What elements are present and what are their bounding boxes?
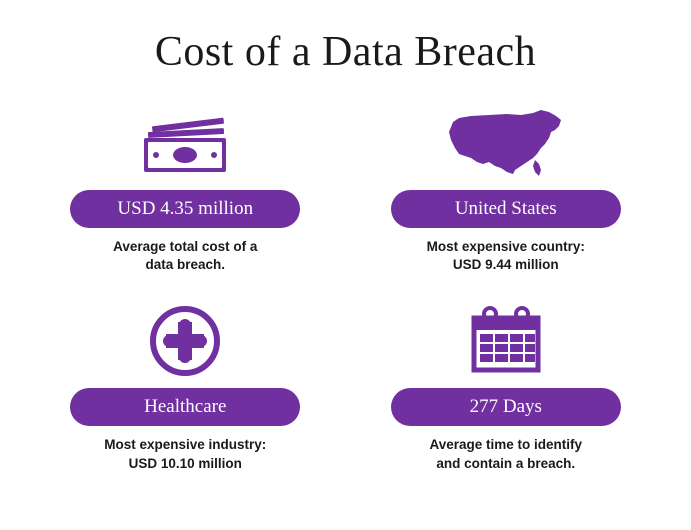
stat-caption-country: Most expensive country: USD 9.44 million [427, 238, 585, 274]
stats-grid: USD 4.35 million Average total cost of a… [40, 104, 651, 473]
pill-label: USD 4.35 million [117, 198, 253, 220]
calendar-icon [466, 302, 546, 380]
stat-caption-days: Average time to identify and contain a b… [429, 436, 582, 472]
healthcare-icon [148, 302, 222, 380]
stat-caption-cost: Average total cost of a data breach. [113, 238, 257, 274]
stat-card-cost: USD 4.35 million Average total cost of a… [60, 104, 311, 274]
page-title: Cost of a Data Breach [40, 28, 651, 76]
pill-label: United States [455, 198, 557, 220]
stat-pill-country: United States [391, 190, 621, 228]
stat-pill-cost: USD 4.35 million [70, 190, 300, 228]
stat-card-country: United States Most expensive country: US… [381, 104, 632, 274]
usa-map-icon [441, 104, 571, 182]
cash-icon [130, 104, 240, 182]
stat-pill-industry: Healthcare [70, 388, 300, 426]
stat-pill-days: 277 Days [391, 388, 621, 426]
pill-label: Healthcare [144, 396, 226, 418]
stat-caption-industry: Most expensive industry: USD 10.10 milli… [104, 436, 266, 472]
stat-card-industry: Healthcare Most expensive industry: USD … [60, 302, 311, 472]
stat-card-days: 277 Days Average time to identify and co… [381, 302, 632, 472]
pill-label: 277 Days [470, 396, 542, 418]
